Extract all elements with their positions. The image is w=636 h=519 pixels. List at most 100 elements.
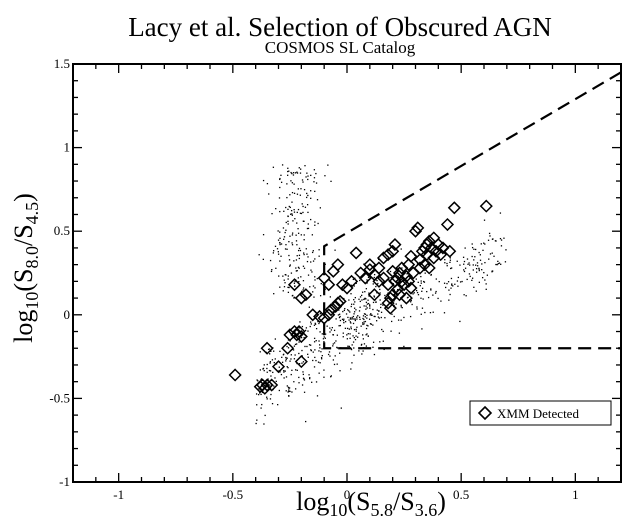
background-source-dot xyxy=(291,391,293,393)
background-source-dot xyxy=(294,354,296,356)
background-source-dot xyxy=(314,323,317,325)
background-source-dot xyxy=(330,329,333,331)
background-source-dot xyxy=(327,164,329,166)
background-source-dot xyxy=(319,312,322,315)
background-source-dot xyxy=(354,301,356,303)
background-source-dot xyxy=(415,289,418,292)
background-source-dot xyxy=(298,327,300,329)
background-source-dot xyxy=(296,211,298,214)
background-source-dot xyxy=(289,194,291,196)
background-source-dot xyxy=(363,313,366,315)
background-source-dot xyxy=(366,282,368,284)
background-source-dot xyxy=(483,271,485,274)
background-source-dot xyxy=(280,255,282,257)
background-source-dot xyxy=(293,282,296,284)
background-source-dot xyxy=(481,263,483,265)
background-source-dot xyxy=(283,369,285,372)
background-source-dot xyxy=(317,361,320,363)
xmm-diamond-marker xyxy=(331,258,345,272)
background-source-dot xyxy=(303,234,305,236)
background-source-dot xyxy=(351,344,353,346)
background-source-dot xyxy=(321,333,323,335)
background-source-dot xyxy=(269,259,272,262)
background-source-dot xyxy=(373,315,375,318)
background-source-dot xyxy=(296,172,299,174)
background-source-dot xyxy=(291,182,294,184)
xmm-diamond-marker xyxy=(383,301,397,315)
background-source-dot xyxy=(336,363,338,365)
x-tick-label: -1 xyxy=(113,487,124,502)
background-source-dot xyxy=(301,325,304,328)
background-source-dot xyxy=(291,191,294,194)
background-source-dot xyxy=(287,278,289,280)
background-source-dot xyxy=(435,290,437,293)
background-source-dot xyxy=(495,240,497,242)
xmm-diamond-marker xyxy=(372,274,386,288)
background-source-dot xyxy=(296,244,298,246)
background-source-dot xyxy=(255,393,258,395)
background-source-dot xyxy=(478,281,481,283)
background-source-dot xyxy=(320,358,323,360)
background-source-dot xyxy=(377,282,379,285)
background-source-dot xyxy=(269,361,272,363)
background-source-dot xyxy=(263,364,265,366)
background-source-dot xyxy=(356,318,358,320)
background-source-dot xyxy=(363,321,365,323)
background-source-dot xyxy=(289,213,292,215)
background-source-dot xyxy=(483,242,485,244)
background-source-dot xyxy=(300,336,303,339)
background-source-dot xyxy=(286,183,288,185)
background-source-dot xyxy=(291,172,293,175)
background-source-dot xyxy=(330,180,332,182)
background-source-dot xyxy=(287,223,289,225)
background-source-dot xyxy=(365,334,367,336)
background-source-dot xyxy=(361,353,363,355)
background-source-dot xyxy=(332,343,334,345)
background-source-dot xyxy=(282,290,284,292)
background-source-dot xyxy=(484,279,486,281)
background-source-dot xyxy=(301,349,303,352)
background-source-dot xyxy=(497,263,499,265)
background-source-dot xyxy=(395,303,397,305)
background-source-dot xyxy=(449,293,451,296)
background-source-dot xyxy=(503,237,505,239)
background-source-dot xyxy=(481,276,484,279)
background-source-dot xyxy=(285,206,287,209)
xmm-diamond-marker xyxy=(324,303,338,317)
background-source-dot xyxy=(275,267,277,269)
background-source-dot xyxy=(288,390,290,392)
background-source-dot xyxy=(359,318,361,321)
background-source-dot xyxy=(489,253,492,255)
background-source-dot xyxy=(281,361,284,363)
background-source-dot xyxy=(286,385,288,387)
background-source-dot xyxy=(307,227,310,230)
background-source-dot xyxy=(448,299,450,301)
background-source-dot xyxy=(280,181,283,183)
background-source-dot xyxy=(376,279,378,282)
background-source-dot xyxy=(323,376,325,378)
background-source-dot xyxy=(291,201,293,203)
background-source-dot xyxy=(287,170,289,173)
background-source-dot xyxy=(473,248,475,250)
background-source-dot xyxy=(296,193,299,195)
background-source-dot xyxy=(422,298,424,300)
background-source-dot xyxy=(272,252,275,254)
y-tick-label: -1 xyxy=(59,474,70,489)
background-source-dot xyxy=(289,360,291,362)
background-source-dot xyxy=(311,251,314,254)
background-source-dot xyxy=(374,315,376,318)
background-source-dot xyxy=(361,343,363,346)
background-source-dot xyxy=(459,281,462,283)
background-source-dot xyxy=(352,335,354,337)
background-source-dot xyxy=(365,288,367,290)
background-source-dot xyxy=(372,324,374,326)
background-source-dot xyxy=(287,220,289,223)
background-source-dot xyxy=(293,345,296,347)
xmm-diamond-marker xyxy=(260,341,274,355)
xmm-diamond-marker xyxy=(349,246,363,260)
background-source-dot xyxy=(456,260,458,262)
background-source-dot xyxy=(377,313,379,315)
background-source-dot xyxy=(264,414,266,417)
background-source-dot xyxy=(421,307,424,309)
background-source-dot xyxy=(401,306,403,309)
